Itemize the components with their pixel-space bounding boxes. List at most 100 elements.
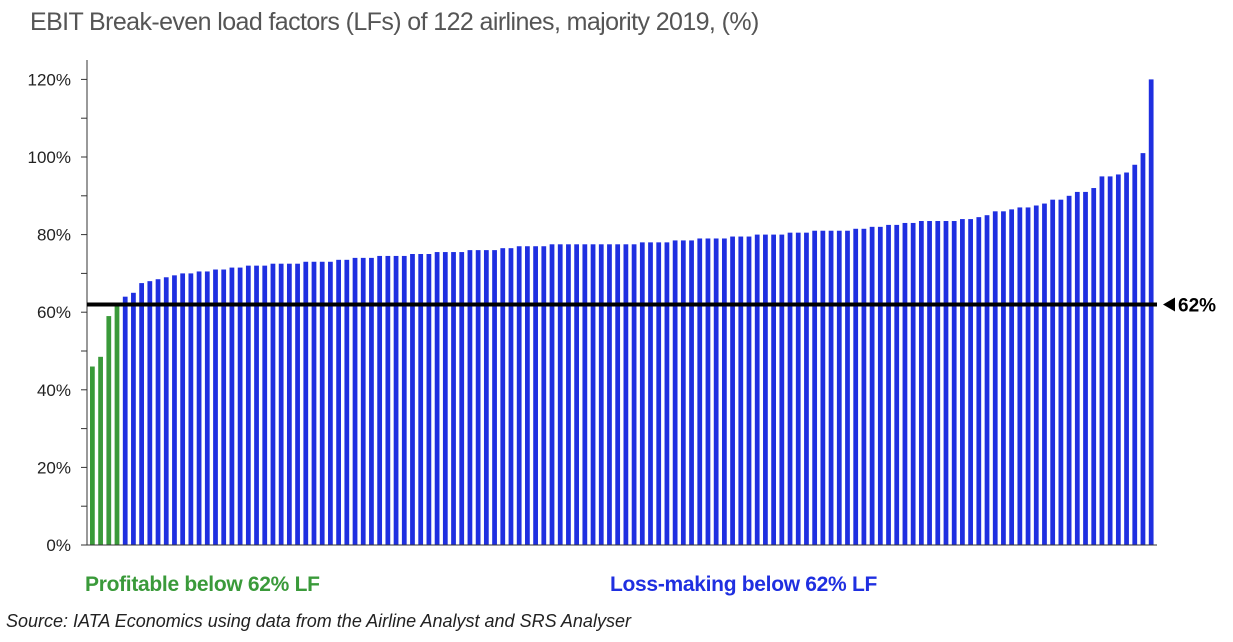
- bar: [1033, 205, 1039, 545]
- bar: [1132, 164, 1138, 545]
- bar: [254, 265, 259, 545]
- bar: [508, 248, 514, 545]
- bar: [1066, 195, 1072, 546]
- bar: [1025, 207, 1031, 545]
- bar: [131, 292, 136, 545]
- bar: [352, 257, 358, 545]
- bar: [139, 283, 145, 545]
- bar: [566, 244, 571, 546]
- bar: [927, 221, 932, 545]
- bar: [451, 252, 456, 545]
- bar: [500, 248, 506, 545]
- bar: [680, 240, 686, 546]
- bar: [516, 246, 522, 546]
- bar: [377, 255, 383, 545]
- bar: [90, 366, 95, 545]
- bar: [960, 219, 965, 545]
- bar: [286, 263, 292, 545]
- bar: [262, 265, 268, 545]
- bar: [598, 244, 604, 546]
- bar: [951, 221, 957, 545]
- source-note: Source: IATA Economics using data from t…: [6, 611, 631, 631]
- bar: [213, 269, 218, 545]
- bar: [631, 244, 637, 546]
- bar: [590, 244, 596, 546]
- bar: [697, 238, 703, 546]
- bar: [541, 246, 547, 546]
- y-axis: 0% 20% 40% 60% 80% 100% 120%: [28, 60, 88, 555]
- bar: [689, 240, 694, 546]
- bar: [122, 296, 128, 545]
- bar: [902, 222, 908, 545]
- bar: [828, 230, 834, 545]
- bar: [369, 257, 374, 545]
- bar: [278, 263, 284, 545]
- bar: [738, 236, 744, 546]
- bar: [771, 234, 776, 545]
- bar: [615, 244, 621, 546]
- bar: [1083, 191, 1088, 546]
- bar: [557, 244, 563, 546]
- bar: [910, 222, 916, 545]
- bar: [1148, 79, 1154, 546]
- bar: [475, 250, 481, 545]
- y-tick-label: 40%: [37, 381, 71, 400]
- bar: [410, 254, 415, 545]
- bar: [467, 250, 473, 545]
- bar: [434, 252, 440, 545]
- bar: [721, 238, 727, 546]
- bar: [648, 242, 653, 546]
- bar: [976, 217, 982, 545]
- bar: [336, 259, 341, 545]
- threshold-arrow-icon: [1163, 297, 1175, 312]
- bar: [1115, 174, 1121, 545]
- bar: [147, 281, 153, 545]
- bar: [163, 277, 169, 545]
- bar: [393, 255, 399, 545]
- bar: [992, 211, 998, 545]
- bar: [672, 240, 678, 546]
- threshold-marker: 62%: [87, 295, 1216, 316]
- bar: [869, 226, 875, 545]
- bar: [943, 221, 949, 545]
- bar: [804, 232, 809, 545]
- bar: [106, 316, 112, 545]
- bar: [787, 232, 793, 545]
- y-tick-label: 80%: [37, 226, 71, 245]
- bar: [1017, 207, 1023, 545]
- bar: [295, 263, 300, 545]
- bar: [918, 221, 924, 545]
- bar: [1099, 176, 1105, 545]
- bar: [894, 224, 900, 545]
- bar: [746, 236, 752, 546]
- bar: [172, 275, 177, 545]
- y-tick-label: 100%: [28, 148, 71, 167]
- bar-series: [90, 79, 1154, 546]
- bar: [779, 234, 785, 545]
- bar: [935, 221, 941, 545]
- bar: [820, 230, 826, 545]
- bar: [607, 244, 612, 546]
- bar: [705, 238, 711, 546]
- bar: [525, 246, 530, 546]
- bar: [656, 242, 662, 546]
- bar: [1140, 153, 1146, 545]
- y-tick-label: 60%: [37, 303, 71, 322]
- bar: [853, 228, 859, 545]
- bar: [574, 244, 580, 546]
- y-tick-label: 0%: [46, 536, 71, 555]
- bar: [1107, 176, 1113, 545]
- bar: [426, 254, 432, 545]
- bar: [763, 234, 768, 545]
- chart-title: EBIT Break-even load factors (LFs) of 12…: [30, 8, 759, 36]
- bar: [344, 259, 350, 545]
- bar: [664, 242, 670, 546]
- bar: [401, 255, 407, 545]
- bar: [311, 261, 317, 545]
- bar: [229, 267, 235, 545]
- bar: [877, 226, 883, 545]
- loss-making-caption: Loss-making below 62% LF: [610, 573, 878, 596]
- bar: [836, 230, 842, 545]
- bar: [1124, 172, 1129, 545]
